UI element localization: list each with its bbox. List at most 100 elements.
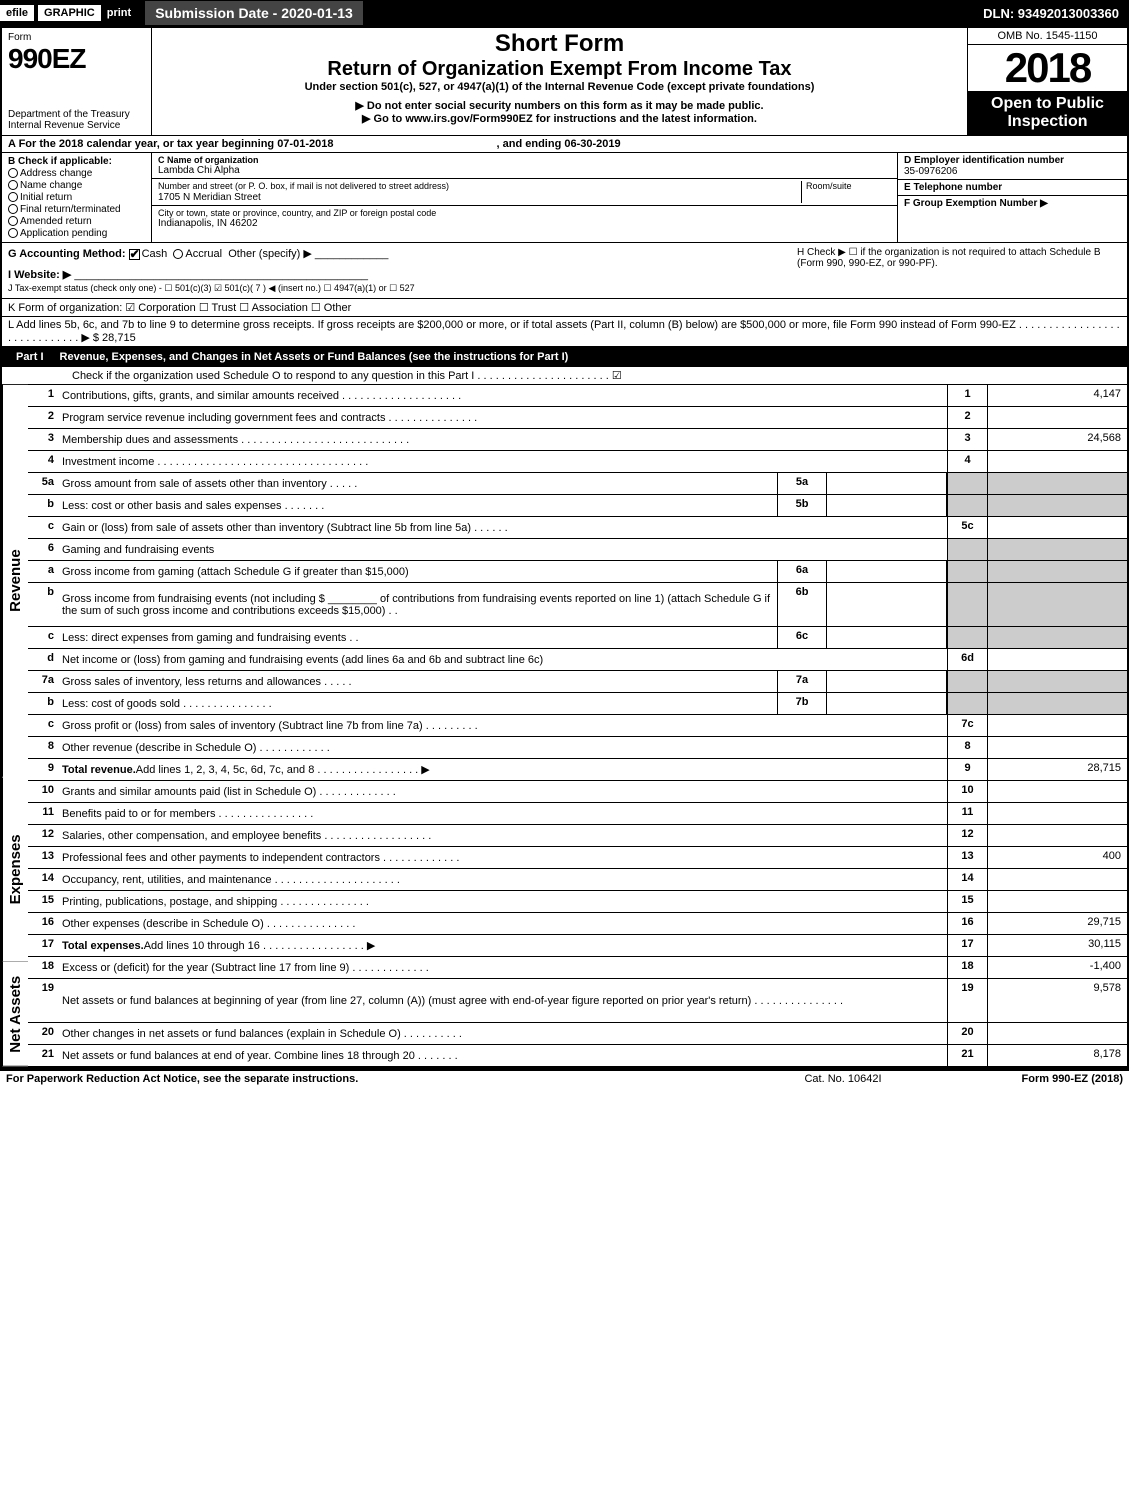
print-button[interactable]: print [101,5,137,21]
amount-line-number: 14 [947,869,987,890]
amount-value [987,407,1127,428]
amount-value [987,649,1127,670]
line-description: Membership dues and assessments . . . . … [58,429,947,450]
sub-line-value [827,495,947,516]
amount-value [987,671,1127,692]
table-row: 14Occupancy, rent, utilities, and mainte… [28,869,1127,891]
amount-line-number: 15 [947,891,987,912]
line-number: 16 [28,913,58,934]
line-description: Other expenses (describe in Schedule O) … [58,913,947,934]
line-description: Printing, publications, postage, and shi… [58,891,947,912]
amount-line-number: 4 [947,451,987,472]
dln-label: DLN: 93492013003360 [973,2,1129,25]
part-1-label: Part I [8,349,52,365]
check-name-change[interactable] [8,180,18,190]
amount-value: 9,578 [987,979,1127,1022]
line-description: Net income or (loss) from gaming and fun… [58,649,947,670]
line-number: 15 [28,891,58,912]
amount-line-number: 18 [947,957,987,978]
line-number: a [28,561,58,582]
do-not-enter: ▶ Do not enter social security numbers o… [158,99,961,112]
amount-value [987,803,1127,824]
amount-value [987,627,1127,648]
amount-line-number: 17 [947,935,987,956]
box-e-label: E Telephone number [904,182,1121,193]
opt-other: Other (specify) ▶ [228,248,312,260]
table-row: 7aGross sales of inventory, less returns… [28,671,1127,693]
line-description: Contributions, gifts, grants, and simila… [58,385,947,406]
line-number: 9 [28,759,58,780]
table-row: cGain or (loss) from sale of assets othe… [28,517,1127,539]
check-address-change[interactable] [8,168,18,178]
amount-line-number [947,539,987,560]
amount-value: -1,400 [987,957,1127,978]
open-inspection: Open to Public Inspection [968,91,1127,135]
go-to-link[interactable]: ▶ Go to www.irs.gov/Form990EZ for instru… [158,112,961,125]
footer-right: Form 990-EZ (2018) [943,1073,1123,1085]
line-h: H Check ▶ ☐ if the organization is not r… [791,247,1121,294]
line-number: 11 [28,803,58,824]
footer-mid: Cat. No. 10642I [743,1073,943,1085]
table-row: 11Benefits paid to or for members . . . … [28,803,1127,825]
part-1-title: Revenue, Expenses, and Changes in Net As… [60,351,1121,363]
sub-line-value [827,561,947,582]
line-number: 10 [28,781,58,802]
line-a: A For the 2018 calendar year, or tax yea… [2,136,1127,153]
amount-line-number [947,627,987,648]
amount-value: 400 [987,847,1127,868]
org-name: Lambda Chi Alpha [158,165,891,176]
amount-line-number: 16 [947,913,987,934]
line-description: Gross profit or (loss) from sales of inv… [58,715,947,736]
table-row: 15Printing, publications, postage, and s… [28,891,1127,913]
amount-value [987,825,1127,846]
line-i-label: I Website: ▶ [8,269,71,281]
line-description: Gross income from fundraising events (no… [58,583,777,626]
line-description: Less: cost or other basis and sales expe… [58,495,777,516]
check-amended-return[interactable] [8,216,18,226]
part-1-header: Part I Revenue, Expenses, and Changes in… [2,347,1127,367]
table-row: 18Excess or (deficit) for the year (Subt… [28,957,1127,979]
line-description: Investment income . . . . . . . . . . . … [58,451,947,472]
check-accrual[interactable] [173,249,183,259]
check-cash[interactable] [129,249,140,260]
table-row: bLess: cost or other basis and sales exp… [28,495,1127,517]
check-initial-return[interactable] [8,192,18,202]
line-description: Professional fees and other payments to … [58,847,947,868]
amount-line-number [947,473,987,494]
line-number: 14 [28,869,58,890]
label-room: Room/suite [806,181,852,191]
line-number: d [28,649,58,670]
line-g-label: G Accounting Method: [8,248,126,260]
amount-value [987,693,1127,714]
dept-irs: Internal Revenue Service [8,120,145,131]
footer-left: For Paperwork Reduction Act Notice, see … [6,1073,743,1085]
line-j: J Tax-exempt status (check only one) - ☐… [8,283,791,294]
line-description: Total revenue. Add lines 1, 2, 3, 4, 5c,… [58,759,947,780]
line-description: Grants and similar amounts paid (list in… [58,781,947,802]
table-row: 20Other changes in net assets or fund ba… [28,1023,1127,1045]
amount-value [987,539,1127,560]
line-description: Salaries, other compensation, and employ… [58,825,947,846]
line-number: 20 [28,1023,58,1044]
amount-value [987,737,1127,758]
table-row: 3Membership dues and assessments . . . .… [28,429,1127,451]
amount-value: 29,715 [987,913,1127,934]
omb-number: OMB No. 1545-1150 [968,28,1127,45]
table-row: aGross income from gaming (attach Schedu… [28,561,1127,583]
table-row: 17Total expenses. Add lines 10 through 1… [28,935,1127,957]
line-number: c [28,627,58,648]
line-description: Gross amount from sale of assets other t… [58,473,777,494]
amount-line-number: 11 [947,803,987,824]
check-final-return[interactable] [8,204,18,214]
amount-value: 24,568 [987,429,1127,450]
amount-line-number: 10 [947,781,987,802]
section-net-assets: Net Assets [2,962,28,1067]
amount-line-number: 3 [947,429,987,450]
check-application-pending[interactable] [8,228,18,238]
line-description: Total expenses. Add lines 10 through 16 … [58,935,947,956]
label-org-name: C Name of organization [158,155,891,165]
line-number: 17 [28,935,58,956]
amount-line-number: 19 [947,979,987,1022]
amount-value [987,473,1127,494]
line-number: b [28,583,58,626]
